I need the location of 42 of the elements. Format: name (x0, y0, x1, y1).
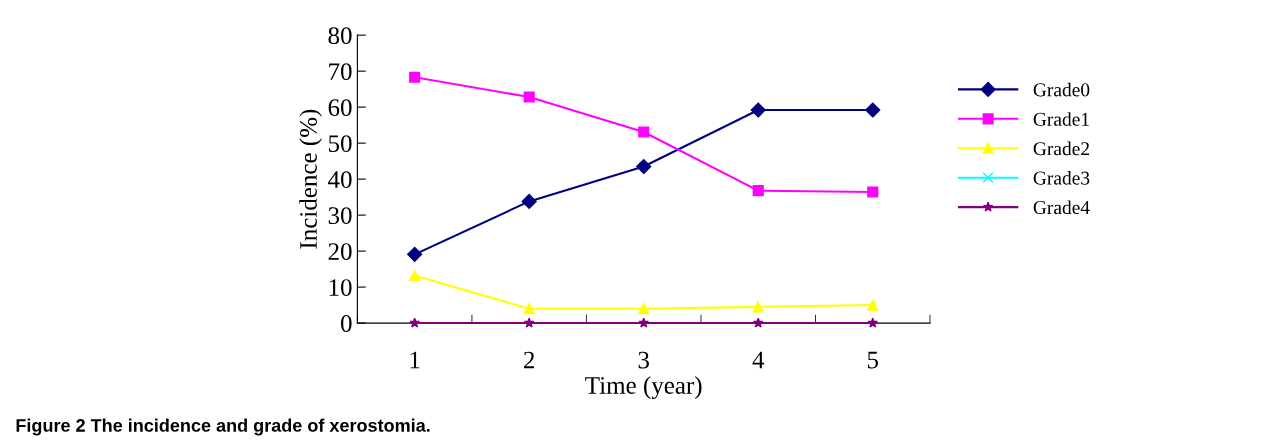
point (636, 158, 652, 175)
x-tick-label: 1 (410, 351, 420, 369)
legend-label: Grade0 (1033, 82, 1090, 97)
point (865, 102, 881, 118)
y-tick-label: 40 (328, 171, 352, 189)
y-tick-label: 30 (328, 207, 352, 225)
y-tick-label: 10 (329, 279, 352, 296)
point (523, 91, 535, 103)
point (638, 126, 650, 138)
point (752, 301, 764, 313)
y-tick-label: 70 (329, 63, 352, 81)
caption: Figure 2 The incidence and grade of xerostomia. (16, 418, 430, 436)
x-tick-label: 2 (524, 351, 535, 369)
point (638, 303, 650, 315)
point (409, 71, 421, 83)
point (521, 193, 537, 209)
point (409, 270, 421, 282)
legend-label: Grade1 (1033, 112, 1089, 126)
legend-label: Grade2 (1033, 141, 1089, 156)
legend-label: Grade3 (1033, 170, 1090, 185)
point (867, 299, 879, 311)
point (867, 186, 879, 198)
y-axis-title: Incidence (%) (299, 109, 322, 249)
point (867, 317, 879, 328)
x-tick-label: 4 (752, 351, 765, 369)
legend-label: Grade4 (1033, 200, 1090, 215)
x-tick-label: 3 (638, 351, 649, 369)
y-tick-label: 80 (328, 27, 352, 45)
x-axis-title: Time (year) (585, 376, 702, 400)
point (409, 317, 420, 328)
point (638, 317, 650, 328)
y-tick-label: 20 (328, 243, 352, 261)
point (407, 246, 423, 262)
point (750, 102, 766, 118)
y-tick-label: 0 (340, 315, 352, 332)
y-tick-label: 60 (328, 99, 352, 117)
point (523, 317, 535, 328)
point (752, 317, 764, 328)
x-tick-label: 5 (867, 351, 879, 369)
y-tick-label: 50 (328, 135, 352, 153)
point (752, 185, 764, 197)
point (523, 303, 535, 315)
